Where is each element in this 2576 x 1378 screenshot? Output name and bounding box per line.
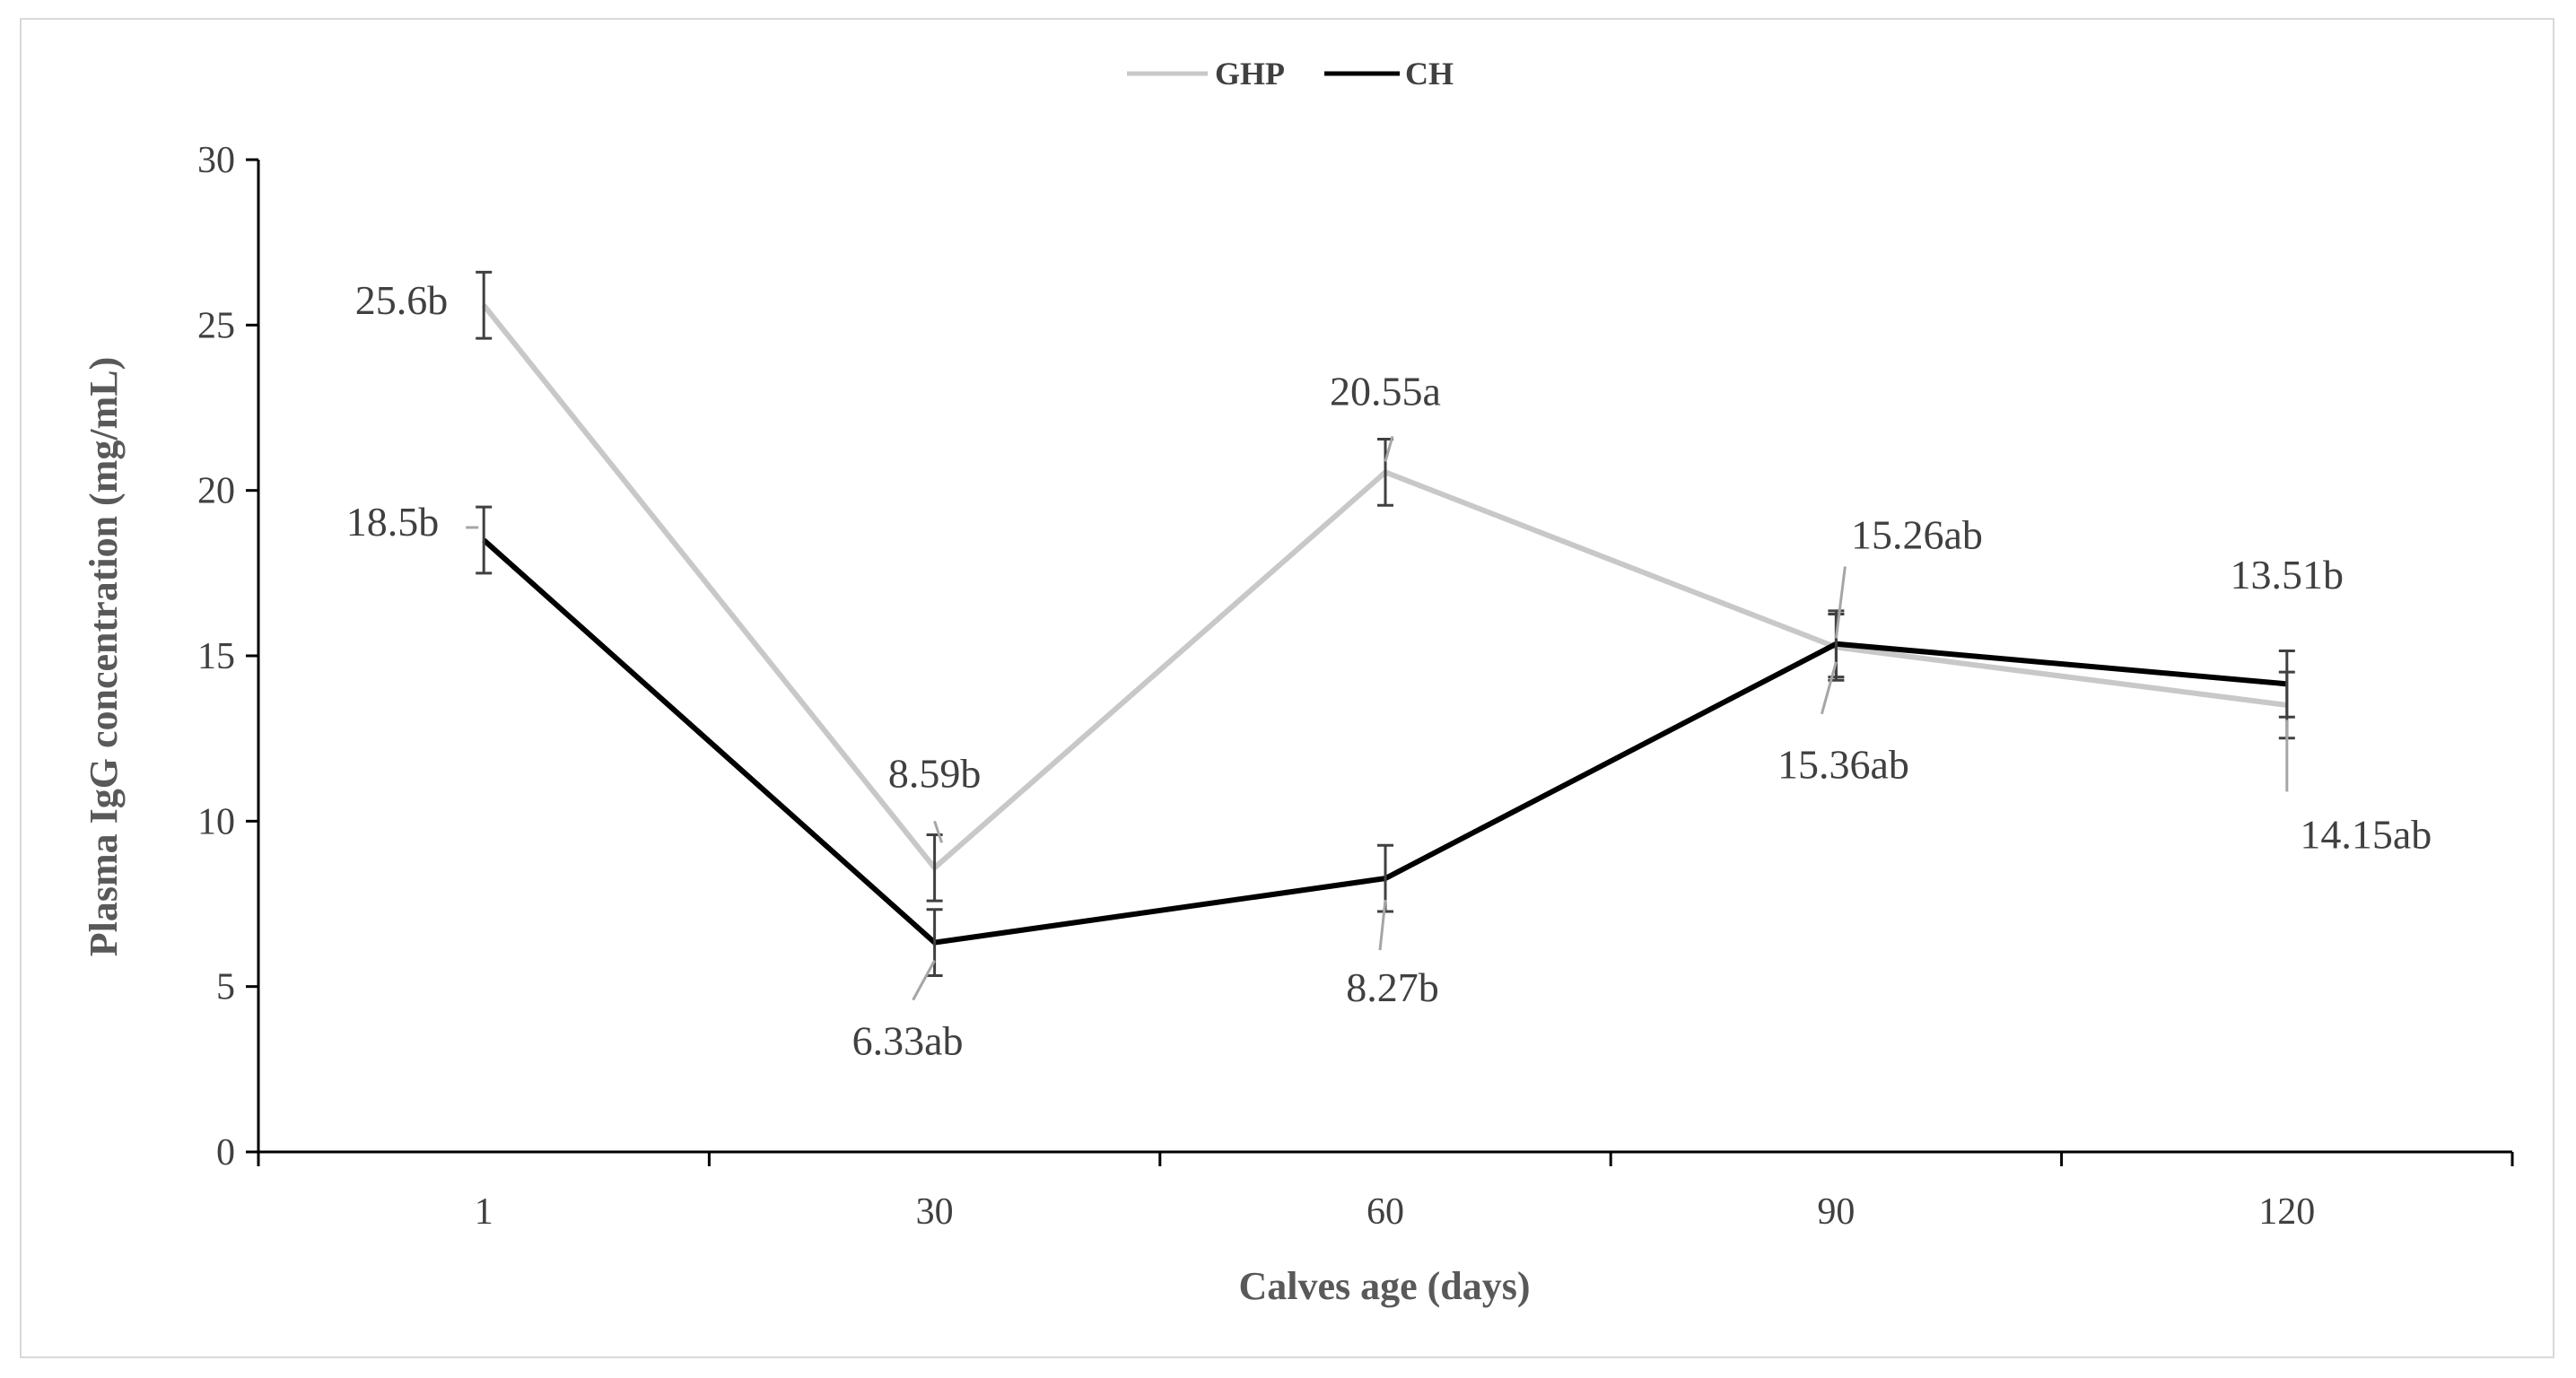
error-bar-ghp xyxy=(476,270,493,340)
x-tick-label: 30 xyxy=(916,1191,954,1233)
data-label-ghp: 8.59b xyxy=(888,750,982,796)
y-tick-label: 15 xyxy=(197,636,235,677)
error-bar-ghp xyxy=(926,833,943,903)
legend-label-ghp: GHP xyxy=(1215,56,1285,92)
data-label-ch: 8.27b xyxy=(1346,964,1439,1010)
y-axis-title: Plasma IgG concentration (mg/mL) xyxy=(82,357,126,956)
data-label-ch: 14.15ab xyxy=(2300,811,2432,857)
data-label-leader xyxy=(1384,435,1394,462)
data-label-ch: 6.33ab xyxy=(852,1018,964,1064)
data-label-ghp: 15.26ab xyxy=(1851,511,1983,557)
legend-label-ch: CH xyxy=(1405,56,1454,92)
error-bar-ch xyxy=(476,505,493,575)
data-label-leader xyxy=(1820,661,1838,715)
plot-area: 25.6b 8.59b 20.55a 15.26ab 13.51b 18.5b 6.33ab… xyxy=(346,270,2432,1064)
x-axis-title: Calves age (days) xyxy=(1238,1264,1530,1308)
data-label-leader xyxy=(1834,566,1847,639)
x-tick-label: 1 xyxy=(475,1191,493,1233)
axes: 0 5 10 15 20 25 30 1 30 60 90 120 xyxy=(197,140,2514,1233)
data-label-ch: 18.5b xyxy=(346,499,440,545)
chart-frame xyxy=(20,18,2554,1358)
data-label-ghp: 20.55a xyxy=(1330,368,1441,414)
y-tick-label: 0 xyxy=(216,1132,235,1173)
data-label-ghp: 13.51b xyxy=(2231,552,2345,597)
y-tick-label: 25 xyxy=(197,305,235,346)
y-tick-label: 30 xyxy=(197,140,235,181)
data-label-ghp: 25.6b xyxy=(355,277,449,323)
y-tick-label: 5 xyxy=(216,967,235,1008)
x-tick-label: 120 xyxy=(2258,1191,2315,1233)
data-label-leader xyxy=(933,820,944,843)
data-label-leader xyxy=(1378,899,1387,951)
error-bar-ch xyxy=(2278,649,2295,719)
y-tick-label: 20 xyxy=(197,471,235,512)
legend: GHP CH xyxy=(1127,56,1454,92)
data-label-ch: 15.36ab xyxy=(1777,742,1909,788)
x-tick-label: 60 xyxy=(1367,1191,1404,1233)
data-label-leader xyxy=(912,959,936,1001)
error-bar-ch xyxy=(926,908,943,978)
y-tick-label: 10 xyxy=(197,801,235,842)
x-tick-label: 90 xyxy=(1817,1191,1855,1233)
